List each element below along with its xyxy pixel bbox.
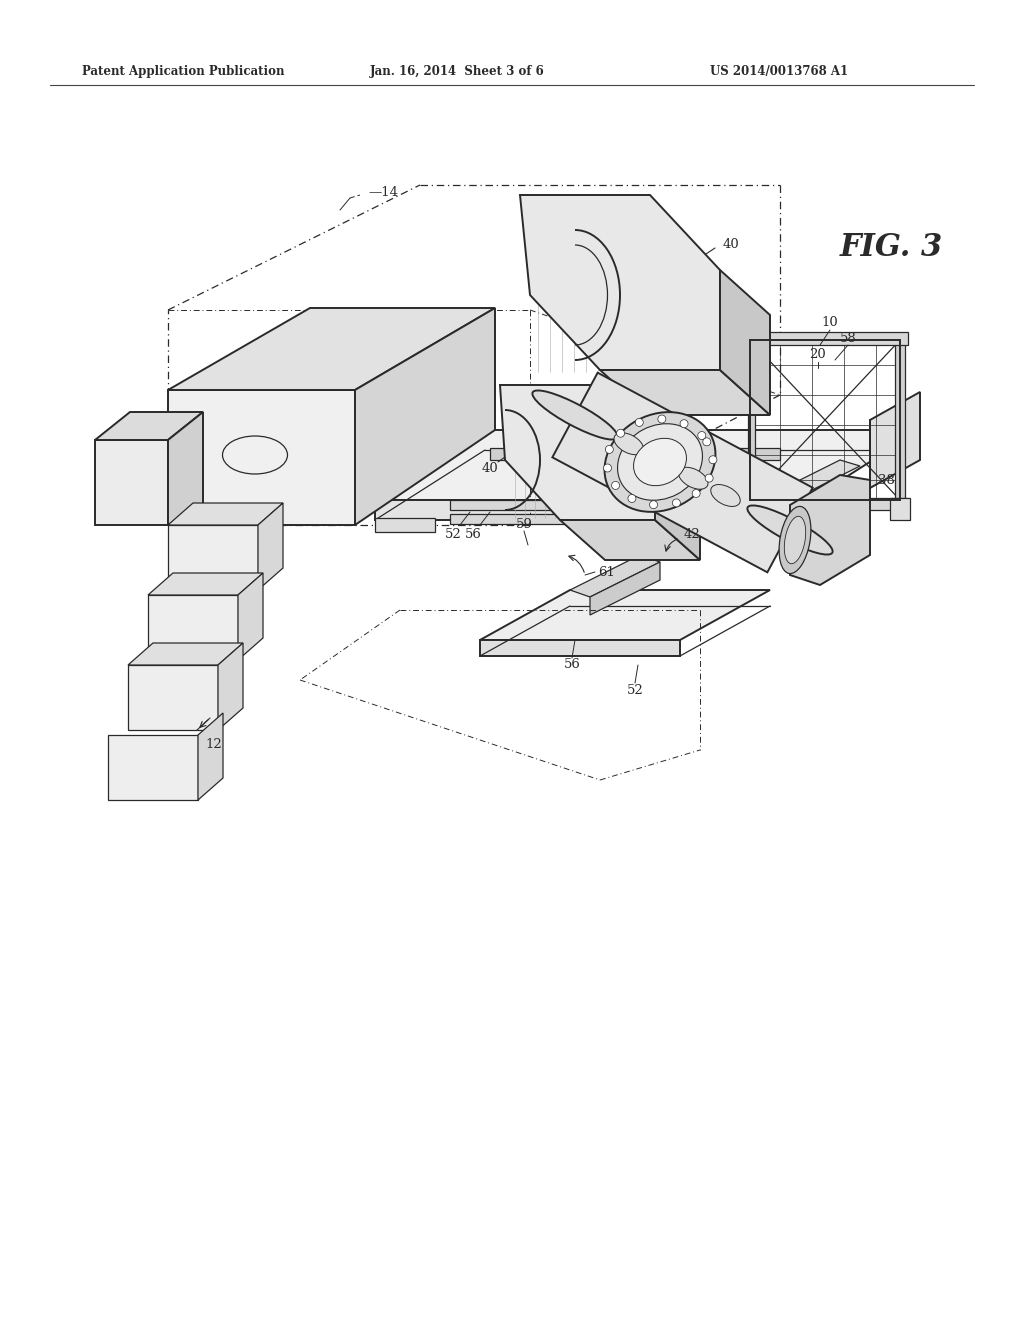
Polygon shape [560,520,700,560]
Text: 20: 20 [810,347,826,360]
Polygon shape [720,271,770,414]
Text: 59: 59 [515,517,532,531]
Ellipse shape [711,484,740,507]
Polygon shape [355,308,495,525]
Polygon shape [128,665,218,730]
Polygon shape [198,713,223,800]
Polygon shape [168,389,355,525]
Text: 58: 58 [840,331,856,345]
Polygon shape [148,595,238,660]
Ellipse shape [628,495,636,503]
Polygon shape [655,445,700,560]
Polygon shape [895,335,905,506]
Ellipse shape [692,490,700,498]
Ellipse shape [611,482,620,490]
Polygon shape [745,498,908,510]
Text: 38: 38 [878,474,895,487]
Ellipse shape [649,500,657,508]
Text: FIG. 3: FIG. 3 [840,232,943,264]
Text: US 2014/0013768 A1: US 2014/0013768 A1 [710,66,848,78]
Polygon shape [890,498,910,520]
Polygon shape [375,517,435,532]
Polygon shape [590,562,660,615]
Ellipse shape [657,414,666,422]
Text: Jan. 16, 2014  Sheet 3 of 6: Jan. 16, 2014 Sheet 3 of 6 [370,66,545,78]
Ellipse shape [673,499,680,507]
Polygon shape [490,447,780,459]
Polygon shape [168,412,203,525]
Ellipse shape [748,506,833,554]
FancyArrowPatch shape [569,556,585,573]
Polygon shape [500,385,655,520]
Ellipse shape [697,432,706,440]
Ellipse shape [604,412,716,512]
Polygon shape [218,643,243,730]
Ellipse shape [706,474,713,482]
Ellipse shape [679,467,708,490]
Ellipse shape [614,433,643,454]
Polygon shape [95,440,168,525]
Ellipse shape [532,391,617,440]
Text: 56: 56 [465,528,481,540]
Ellipse shape [709,455,717,463]
Polygon shape [95,412,203,440]
Text: 61: 61 [598,565,614,578]
Polygon shape [168,525,258,590]
Polygon shape [552,372,813,573]
Polygon shape [480,640,680,656]
Text: 42: 42 [684,528,700,541]
Text: 12: 12 [205,738,222,751]
Text: 52: 52 [627,684,643,697]
Polygon shape [108,735,198,800]
Polygon shape [480,590,770,640]
Polygon shape [570,554,660,597]
Polygon shape [790,475,870,585]
Polygon shape [128,643,243,665]
Text: 40: 40 [723,238,739,251]
Ellipse shape [646,450,676,473]
Text: 10: 10 [821,315,839,329]
Polygon shape [870,392,920,488]
Ellipse shape [784,516,806,564]
Text: —14: —14 [368,186,398,198]
Polygon shape [520,195,720,370]
Text: 52: 52 [444,528,462,540]
Polygon shape [375,500,810,520]
Ellipse shape [617,424,702,500]
Polygon shape [148,573,263,595]
Text: Patent Application Publication: Patent Application Publication [82,66,285,78]
Polygon shape [600,370,770,414]
Ellipse shape [603,465,611,473]
Polygon shape [760,459,860,506]
Polygon shape [168,308,495,389]
Ellipse shape [605,445,613,454]
Ellipse shape [616,429,625,437]
Polygon shape [740,498,760,520]
Text: 56: 56 [563,659,581,672]
Ellipse shape [635,418,643,426]
Polygon shape [745,333,908,345]
Polygon shape [258,503,283,590]
Ellipse shape [680,420,688,428]
Polygon shape [168,503,283,525]
Polygon shape [238,573,263,660]
Polygon shape [450,500,760,510]
Polygon shape [748,335,755,506]
Ellipse shape [634,438,686,486]
Ellipse shape [702,438,711,446]
Text: 40: 40 [481,462,499,474]
Ellipse shape [779,507,811,574]
Polygon shape [450,513,760,524]
Polygon shape [375,430,920,500]
